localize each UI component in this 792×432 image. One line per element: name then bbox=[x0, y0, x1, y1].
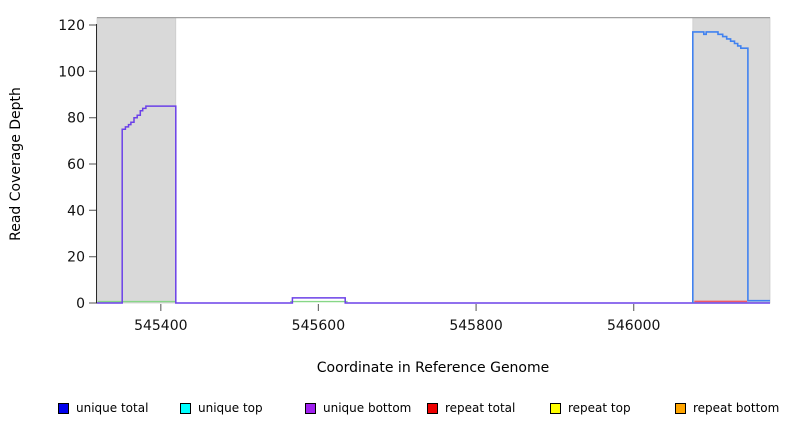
series-purple-trace bbox=[97, 105, 770, 304]
x-axis-tick-label: 545400 bbox=[134, 318, 187, 334]
series-blue-trace bbox=[692, 31, 770, 303]
y-axis-tick-label: 80 bbox=[67, 111, 85, 127]
legend-item-repeat-bottom: repeat bottom bbox=[675, 399, 779, 417]
legend-swatch-icon bbox=[305, 402, 316, 414]
legend-label: unique bottom bbox=[323, 401, 412, 415]
y-axis-tick-label: 120 bbox=[58, 18, 85, 34]
plot-area: 0 20 40 60 80 100 120 545400 545600 545800 546000 bbox=[58, 16, 771, 334]
x-axis-tick-label: 546000 bbox=[607, 318, 660, 334]
legend-label: repeat top bbox=[568, 401, 631, 415]
legend-swatch-icon bbox=[180, 402, 191, 414]
legend-swatch-icon bbox=[427, 402, 438, 414]
legend: unique total unique top unique bottom repea… bbox=[0, 399, 792, 419]
legend-swatch-icon bbox=[58, 402, 69, 414]
x-axis-tick-label: 545600 bbox=[292, 318, 345, 334]
y-axis-tick-label: 20 bbox=[67, 250, 85, 266]
legend-swatch-icon bbox=[675, 402, 686, 414]
y-axis-tick-label: 40 bbox=[67, 203, 85, 219]
legend-label: unique total bbox=[76, 401, 149, 415]
legend-item-repeat-total: repeat total bbox=[427, 399, 515, 417]
y-axis-tick-label: 60 bbox=[67, 157, 85, 173]
x-axis-tick-label: 545800 bbox=[449, 318, 502, 334]
x-axis-title: Coordinate in Reference Genome bbox=[317, 360, 550, 376]
y-axis-title: Read Coverage Depth bbox=[8, 87, 24, 241]
y-axis-tick-label: 100 bbox=[58, 64, 85, 80]
legend-item-unique-bottom: unique bottom bbox=[305, 399, 411, 417]
legend-swatch-icon bbox=[550, 402, 561, 414]
legend-item-unique-total: unique total bbox=[58, 399, 148, 417]
legend-item-repeat-top: repeat top bbox=[550, 399, 631, 417]
legend-label: repeat total bbox=[445, 401, 516, 415]
legend-label: unique top bbox=[198, 401, 263, 415]
repeat-region-shading bbox=[96, 17, 177, 304]
legend-label: repeat bottom bbox=[693, 401, 780, 415]
legend-item-unique-top: unique top bbox=[180, 399, 263, 417]
y-axis-tick-label: 0 bbox=[76, 296, 85, 312]
repeat-region-shading bbox=[692, 17, 771, 304]
